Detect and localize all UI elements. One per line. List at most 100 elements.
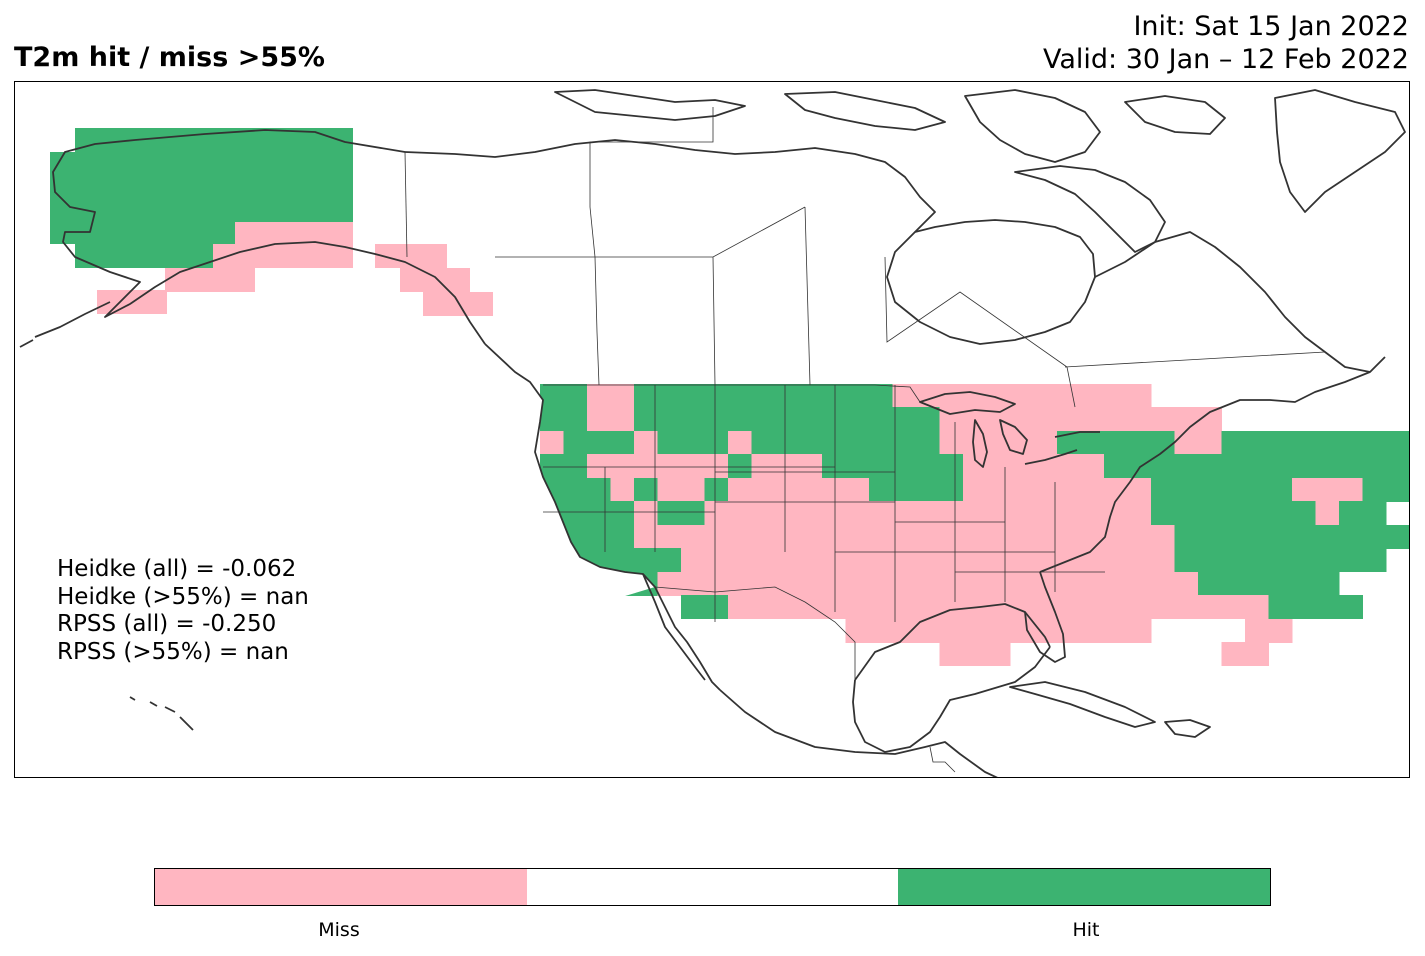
hit-cell bbox=[1268, 548, 1293, 572]
hit-cell bbox=[751, 384, 776, 408]
hit-cell bbox=[892, 407, 917, 431]
miss-cell bbox=[610, 407, 635, 431]
hit-cell bbox=[657, 407, 682, 431]
miss-cell bbox=[704, 454, 729, 478]
miss-cell bbox=[1104, 619, 1128, 643]
miss-cell bbox=[1104, 501, 1128, 525]
hit-cell bbox=[1339, 501, 1363, 525]
miss-cell bbox=[916, 501, 940, 525]
miss-cell bbox=[869, 525, 893, 549]
miss-cell bbox=[916, 548, 940, 572]
hit-cell bbox=[1245, 501, 1269, 525]
miss-cell bbox=[1127, 619, 1152, 643]
hit-cell bbox=[845, 454, 870, 478]
miss-cell bbox=[704, 501, 729, 525]
miss-cell bbox=[751, 478, 776, 502]
hit-cell bbox=[1245, 454, 1269, 478]
hit-cell bbox=[1198, 454, 1222, 478]
miss-cell bbox=[869, 572, 893, 596]
hit-cell bbox=[563, 501, 588, 525]
miss-cell bbox=[751, 595, 776, 619]
hit-cell bbox=[798, 431, 823, 455]
coastlines bbox=[19, 89, 1406, 777]
miss-cell bbox=[775, 548, 799, 572]
miss-cell bbox=[681, 478, 705, 502]
miss-cell bbox=[1245, 642, 1269, 666]
hit-cell bbox=[1104, 454, 1128, 478]
alaska-canada-border bbox=[404, 151, 408, 258]
miss-cell bbox=[1010, 525, 1034, 549]
miss-cell bbox=[939, 431, 964, 455]
hit-cell bbox=[1315, 572, 1340, 596]
miss-cell bbox=[728, 572, 752, 596]
miss-cell bbox=[916, 572, 940, 596]
hit-cell bbox=[869, 431, 893, 455]
miss-cell bbox=[1080, 595, 1105, 619]
hit-cell bbox=[1268, 478, 1293, 502]
hit-cell bbox=[1245, 431, 1269, 455]
miss-cell bbox=[916, 525, 940, 549]
hit-cell bbox=[1362, 525, 1387, 549]
hit-cell bbox=[1362, 501, 1387, 525]
hit-cell bbox=[634, 407, 658, 431]
hit-cell bbox=[869, 454, 893, 478]
alaska-miss-region bbox=[423, 292, 493, 316]
miss-cell bbox=[1080, 619, 1105, 643]
miss-cell bbox=[1127, 384, 1152, 408]
alaska-coast bbox=[52, 129, 486, 345]
pacific-ocean bbox=[15, 344, 655, 777]
miss-cell bbox=[869, 548, 893, 572]
miss-cell bbox=[963, 572, 987, 596]
lake-huron bbox=[999, 419, 1028, 455]
hit-cell bbox=[869, 384, 893, 408]
hit-cell bbox=[775, 431, 799, 455]
hit-cell bbox=[916, 407, 940, 431]
miss-cell bbox=[1174, 431, 1199, 455]
miss-cell bbox=[1104, 548, 1128, 572]
miss-cell bbox=[822, 525, 846, 549]
miss-cell bbox=[1033, 384, 1058, 408]
rpss-55: RPSS (>55%) = nan bbox=[57, 638, 289, 665]
miss-cell bbox=[728, 595, 752, 619]
miss-cell bbox=[845, 619, 870, 643]
miss-cell bbox=[1080, 407, 1105, 431]
hit-cell bbox=[1221, 454, 1246, 478]
hit-cell bbox=[845, 407, 870, 431]
lake-superior bbox=[919, 391, 1016, 415]
miss-cell bbox=[634, 431, 658, 455]
miss-cell bbox=[1127, 501, 1152, 525]
date-info: Init: Sat 15 Jan 2022 Valid: 30 Jan – 12… bbox=[1043, 10, 1409, 76]
miss-cell bbox=[1010, 619, 1034, 643]
hit-cell bbox=[540, 454, 564, 478]
miss-cell bbox=[1033, 478, 1058, 502]
hit-cell bbox=[892, 431, 917, 455]
miss-cell bbox=[657, 478, 682, 502]
miss-cell bbox=[986, 572, 1011, 596]
miss-cell bbox=[751, 501, 776, 525]
miss-cell bbox=[1010, 478, 1034, 502]
miss-cell bbox=[869, 619, 893, 643]
pacific-coast bbox=[484, 343, 721, 691]
hit-cell bbox=[1292, 454, 1316, 478]
hit-miss-grid bbox=[15, 128, 1409, 777]
miss-cell bbox=[1104, 407, 1128, 431]
miss-cell bbox=[634, 525, 658, 549]
hit-cell bbox=[681, 431, 705, 455]
hit-cell bbox=[1221, 525, 1246, 549]
miss-cell bbox=[1151, 572, 1175, 596]
hit-cell bbox=[822, 431, 846, 455]
atlantic-coast bbox=[1039, 356, 1386, 573]
hit-cell bbox=[1268, 595, 1293, 619]
miss-cell bbox=[1033, 548, 1058, 572]
miss-cell bbox=[869, 595, 893, 619]
mexico-coast bbox=[719, 689, 998, 777]
map-title: T2m hit / miss >55% bbox=[14, 42, 325, 73]
hit-cell bbox=[1315, 548, 1340, 572]
miss-cell bbox=[657, 572, 682, 596]
hit-cell bbox=[1245, 478, 1269, 502]
miss-cell bbox=[986, 642, 1011, 666]
hit-cell bbox=[1292, 548, 1316, 572]
hit-cell bbox=[1292, 595, 1316, 619]
miss-cell bbox=[892, 525, 917, 549]
miss-cell bbox=[798, 478, 823, 502]
